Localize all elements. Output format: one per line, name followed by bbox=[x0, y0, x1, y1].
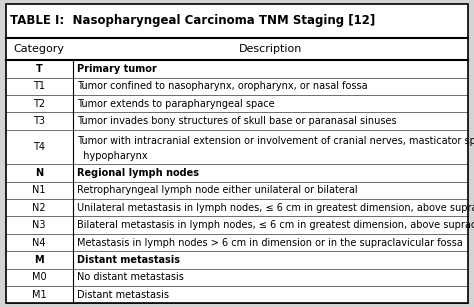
Text: No distant metastasis: No distant metastasis bbox=[77, 272, 183, 282]
Text: T2: T2 bbox=[33, 99, 46, 109]
Text: Bilateral metastasis in lymph nodes, ≤ 6 cm in greatest dimension, above supracl: Bilateral metastasis in lymph nodes, ≤ 6… bbox=[77, 220, 474, 230]
Text: Metastasis in lymph nodes > 6 cm in dimension or in the supraclavicular fossa: Metastasis in lymph nodes > 6 cm in dime… bbox=[77, 238, 462, 247]
Text: N2: N2 bbox=[32, 203, 46, 213]
Text: Tumor confined to nasopharynx, oropharynx, or nasal fossa: Tumor confined to nasopharynx, oropharyn… bbox=[77, 81, 367, 91]
Text: Distant metastasis: Distant metastasis bbox=[77, 255, 180, 265]
Text: TABLE I:  Nasopharyngeal Carcinoma TNM Staging [12]: TABLE I: Nasopharyngeal Carcinoma TNM St… bbox=[10, 14, 376, 27]
Text: Tumor extends to parapharyngeal space: Tumor extends to parapharyngeal space bbox=[77, 99, 274, 109]
Text: Distant metastasis: Distant metastasis bbox=[77, 290, 169, 300]
Text: hypopharynx: hypopharynx bbox=[77, 151, 147, 161]
Text: Retropharyngeal lymph node either unilateral or bilateral: Retropharyngeal lymph node either unilat… bbox=[77, 185, 357, 196]
Text: T4: T4 bbox=[33, 142, 45, 152]
Text: Primary tumor: Primary tumor bbox=[77, 64, 156, 74]
Text: Description: Description bbox=[239, 44, 302, 54]
Text: T: T bbox=[36, 64, 43, 74]
Text: N3: N3 bbox=[33, 220, 46, 230]
Text: M1: M1 bbox=[32, 290, 46, 300]
Text: Unilateral metastasis in lymph nodes, ≤ 6 cm in greatest dimension, above suprac: Unilateral metastasis in lymph nodes, ≤ … bbox=[77, 203, 474, 213]
Text: T1: T1 bbox=[33, 81, 45, 91]
Text: M: M bbox=[35, 255, 44, 265]
Text: N1: N1 bbox=[33, 185, 46, 196]
Text: T3: T3 bbox=[33, 116, 45, 126]
Text: Regional lymph nodes: Regional lymph nodes bbox=[77, 168, 199, 178]
Text: N: N bbox=[35, 168, 43, 178]
Text: Category: Category bbox=[14, 44, 65, 54]
Text: Tumor invades bony structures of skull base or paranasal sinuses: Tumor invades bony structures of skull b… bbox=[77, 116, 396, 126]
Text: Tumor with intracranial extension or involvement of cranial nerves, masticator s: Tumor with intracranial extension or inv… bbox=[77, 136, 474, 146]
Text: M0: M0 bbox=[32, 272, 46, 282]
Text: N4: N4 bbox=[33, 238, 46, 247]
